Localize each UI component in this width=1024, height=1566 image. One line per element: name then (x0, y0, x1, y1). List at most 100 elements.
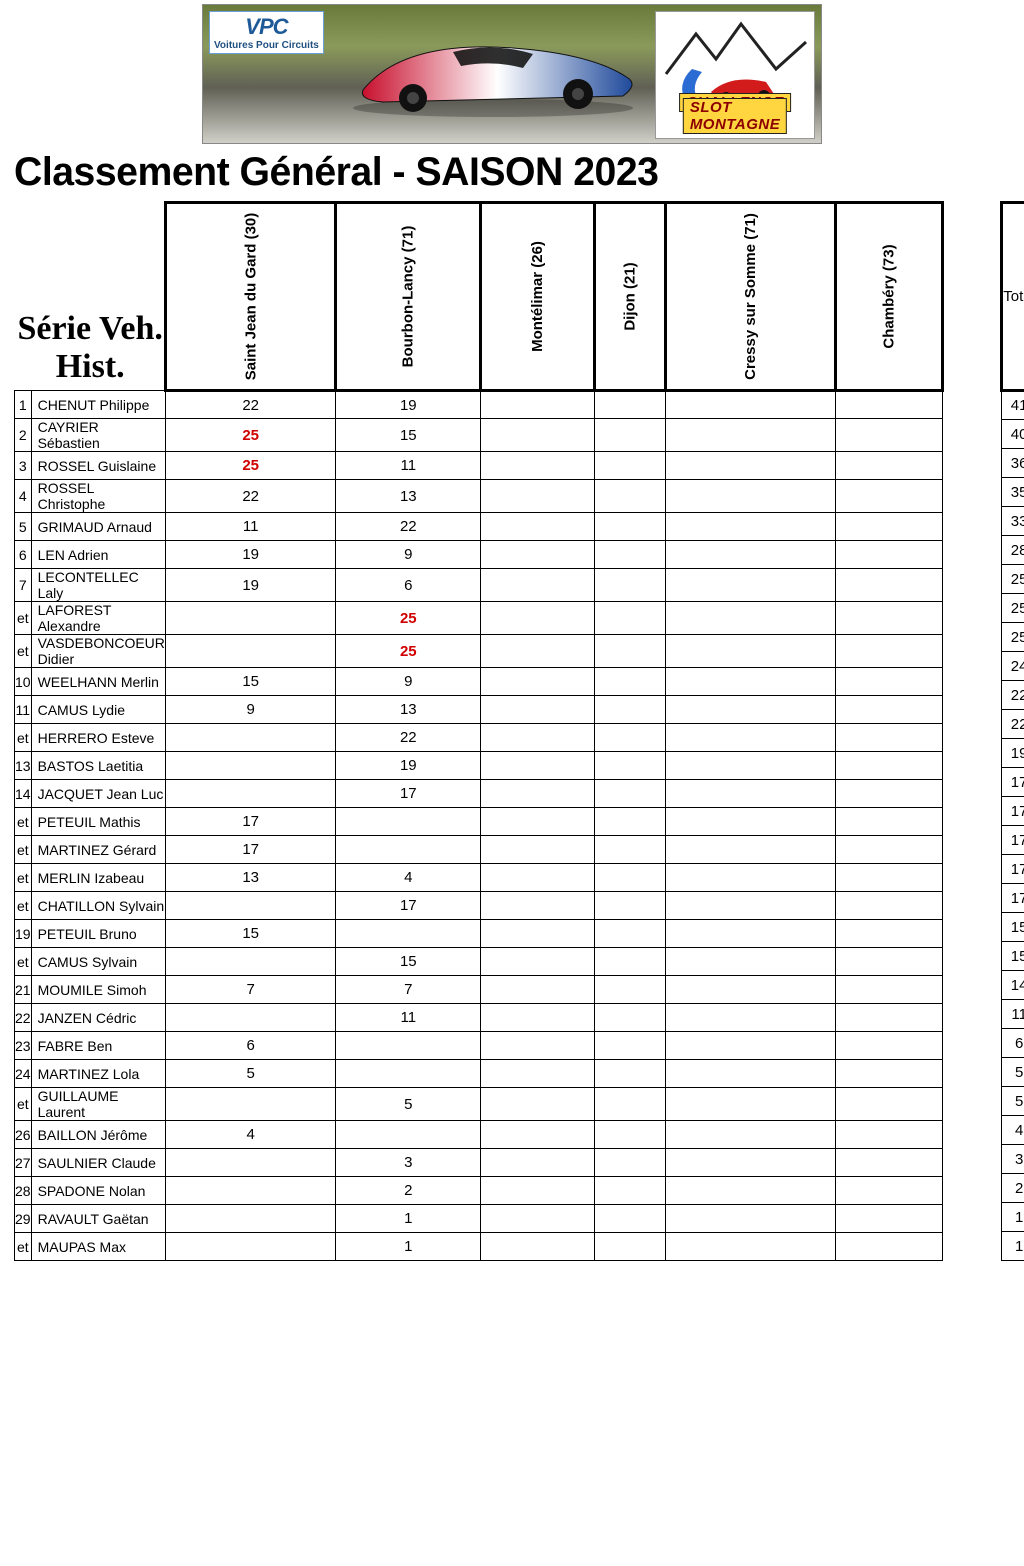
table-row: etLAFOREST Alexandre25 (15, 602, 943, 635)
rank-cell: 10 (15, 668, 32, 696)
table-row: etCHATILLON Sylvain17 (15, 892, 943, 920)
score-cell (595, 1205, 666, 1233)
name-cell: LECONTELLEC Laly (31, 569, 165, 602)
score-cell (481, 1088, 595, 1121)
name-cell: ROSSEL Guislaine (31, 452, 165, 480)
score-cell (481, 1121, 595, 1149)
score-cell (595, 1233, 666, 1261)
score-cell: 9 (165, 696, 336, 724)
score-cell (666, 452, 836, 480)
score-cell (336, 808, 481, 836)
score-cell (595, 1149, 666, 1177)
score-cell (481, 391, 595, 419)
total-row: 40 (1002, 420, 1024, 449)
score-cell (481, 752, 595, 780)
total-row: 35 (1002, 478, 1024, 507)
score-cell: 9 (336, 541, 481, 569)
score-cell (836, 1088, 943, 1121)
table-row: 4ROSSEL Christophe2213 (15, 480, 943, 513)
score-cell (836, 1060, 943, 1088)
total-row: 24 (1002, 652, 1024, 681)
total-cell: 22 (1002, 710, 1024, 739)
score-cell (666, 808, 836, 836)
score-cell (595, 1004, 666, 1032)
score-cell (481, 668, 595, 696)
rank-cell: 5 (15, 513, 32, 541)
score-cell (595, 976, 666, 1004)
total-row: 17 (1002, 855, 1024, 884)
score-cell: 13 (336, 480, 481, 513)
score-cell (836, 696, 943, 724)
score-cell: 25 (165, 452, 336, 480)
event-header: Cressy sur Somme (71) (666, 203, 836, 391)
score-cell (165, 1088, 336, 1121)
score-cell (595, 1060, 666, 1088)
table-row: 21MOUMILE Simoh77 (15, 976, 943, 1004)
score-cell (595, 668, 666, 696)
name-cell: CHENUT Philippe (31, 391, 165, 419)
score-cell (836, 1177, 943, 1205)
score-cell (336, 1060, 481, 1088)
rank-cell: 21 (15, 976, 32, 1004)
total-header: Total (1002, 203, 1024, 391)
score-cell (336, 836, 481, 864)
series-label: Série Veh. Hist. (15, 310, 164, 386)
rank-cell: et (15, 602, 32, 635)
score-cell (666, 1004, 836, 1032)
rank-cell: et (15, 724, 32, 752)
score-cell (595, 513, 666, 541)
table-row: 19PETEUIL Bruno15 (15, 920, 943, 948)
score-cell (481, 1233, 595, 1261)
score-cell: 5 (165, 1060, 336, 1088)
score-cell (595, 696, 666, 724)
name-cell: CAYRIER Sébastien (31, 419, 165, 452)
score-cell (481, 920, 595, 948)
score-cell: 15 (165, 668, 336, 696)
score-cell (666, 780, 836, 808)
score-cell (836, 920, 943, 948)
score-cell: 11 (336, 1004, 481, 1032)
total-row: 2 (1002, 1174, 1024, 1203)
total-row: 15 (1002, 913, 1024, 942)
table-row: 14JACQUET Jean Luc17 (15, 780, 943, 808)
name-cell: JANZEN Cédric (31, 1004, 165, 1032)
rank-cell: et (15, 1233, 32, 1261)
total-row: 22 (1002, 710, 1024, 739)
name-cell: BASTOS Laetitia (31, 752, 165, 780)
score-cell (165, 1004, 336, 1032)
score-cell (165, 635, 336, 668)
score-cell (836, 1032, 943, 1060)
name-cell: GUILLAUME Laurent (31, 1088, 165, 1121)
score-cell (666, 836, 836, 864)
score-cell: 19 (165, 569, 336, 602)
total-row: 17 (1002, 884, 1024, 913)
score-cell (165, 780, 336, 808)
score-cell (836, 752, 943, 780)
score-cell: 3 (336, 1149, 481, 1177)
score-cell (836, 391, 943, 419)
rank-cell: 1 (15, 391, 32, 419)
score-cell (836, 780, 943, 808)
name-cell: VASDEBONCOEUR Didier (31, 635, 165, 668)
score-cell: 22 (336, 513, 481, 541)
rank-cell: 29 (15, 1205, 32, 1233)
score-cell (481, 419, 595, 452)
total-cell: 36 (1002, 449, 1024, 478)
score-cell: 17 (336, 892, 481, 920)
score-cell: 2 (336, 1177, 481, 1205)
score-cell (165, 948, 336, 976)
name-cell: PETEUIL Bruno (31, 920, 165, 948)
score-cell (666, 668, 836, 696)
total-row: 4 (1002, 1116, 1024, 1145)
score-cell (836, 1004, 943, 1032)
total-row: 17 (1002, 768, 1024, 797)
score-cell (481, 513, 595, 541)
score-cell: 15 (336, 948, 481, 976)
score-cell (836, 1149, 943, 1177)
score-cell: 19 (336, 391, 481, 419)
name-cell: MARTINEZ Gérard (31, 836, 165, 864)
total-row: 5 (1002, 1087, 1024, 1116)
table-row: 29RAVAULT Gaëtan1 (15, 1205, 943, 1233)
score-cell (595, 948, 666, 976)
total-row: 33 (1002, 507, 1024, 536)
